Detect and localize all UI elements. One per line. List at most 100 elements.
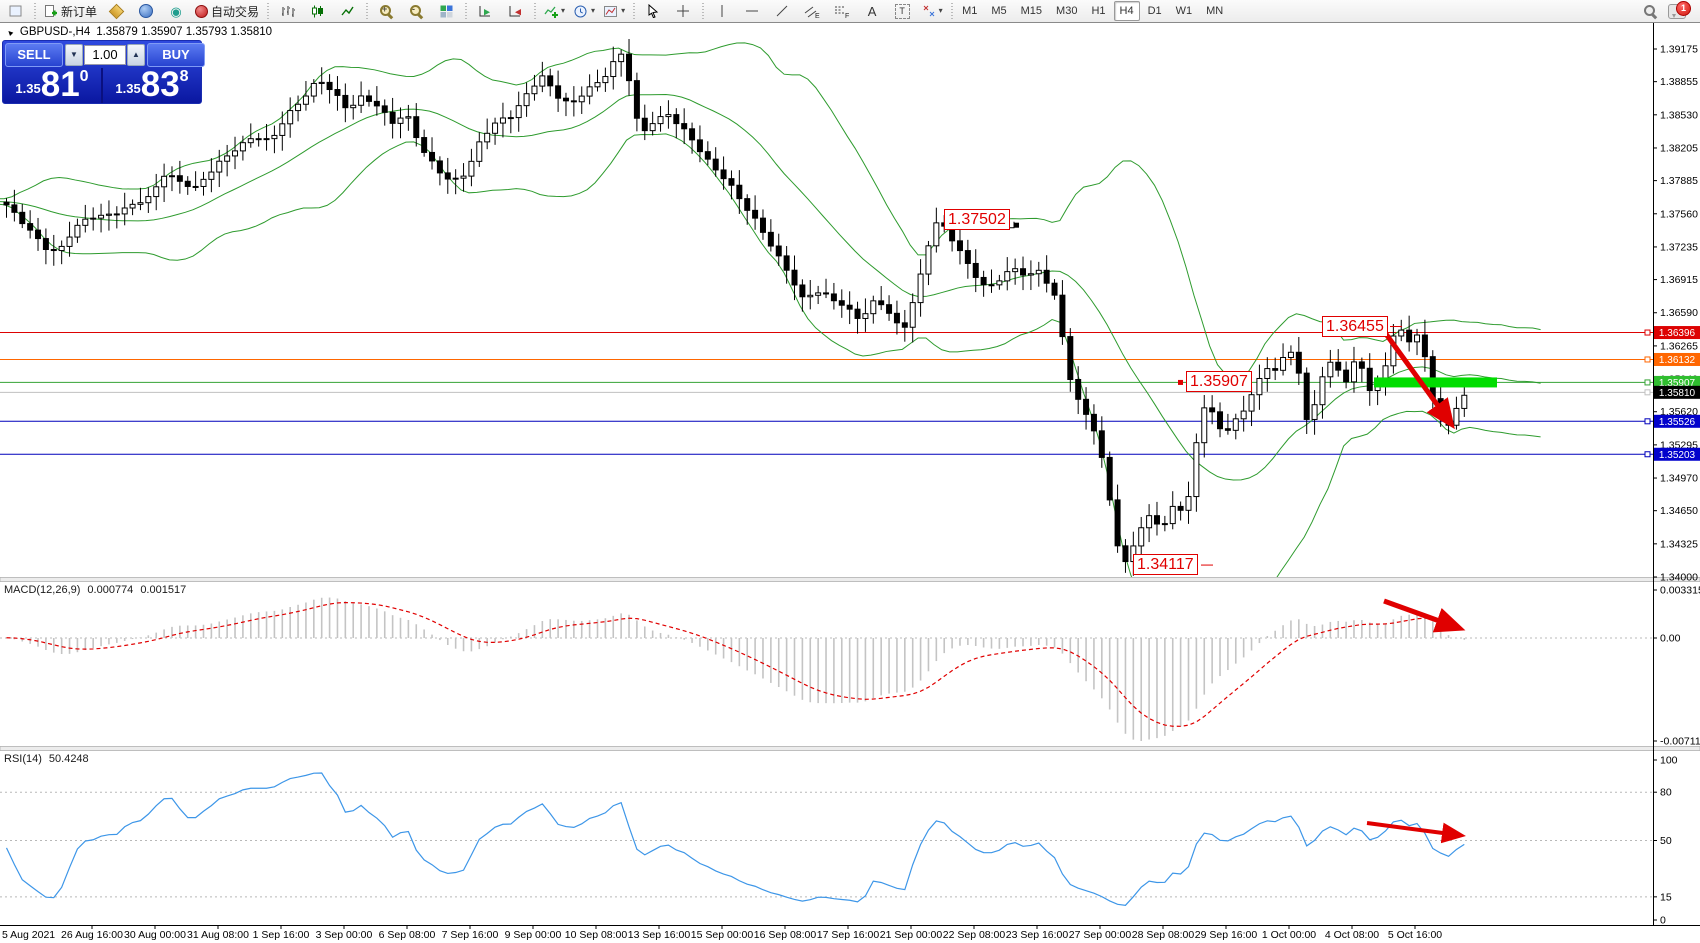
volume-input[interactable]: [84, 44, 126, 65]
line-handle[interactable]: [1644, 379, 1651, 386]
price-tag-value: 1.35810: [1659, 388, 1696, 399]
chart-shift-icon: [479, 5, 490, 16]
line-handle[interactable]: [1644, 389, 1651, 396]
highlight-green-bar[interactable]: [1374, 377, 1497, 388]
annotation-marker: [1178, 379, 1183, 385]
notifications-icon[interactable]: 1: [1668, 0, 1691, 19]
search-icon[interactable]: [1643, 4, 1658, 19]
bollinger-middle: [0, 94, 1541, 481]
chevron-down-icon: ▾: [561, 6, 566, 15]
sell-button[interactable]: SELL: [5, 42, 63, 67]
line-handle[interactable]: [1644, 329, 1651, 336]
rsi-axis-tick: 100: [1660, 755, 1678, 767]
sell-price[interactable]: 1.35 81 0: [3, 67, 103, 103]
metaeditor-icon: [108, 3, 124, 19]
zoom-out-icon: -: [409, 4, 424, 19]
price-annotation[interactable]: 1.34117: [1133, 554, 1198, 576]
time-axis-label: 30 Aug 00:00: [124, 929, 186, 941]
svg-text:E: E: [815, 13, 820, 19]
price-annotation[interactable]: 1.35907: [1186, 371, 1252, 393]
profile-button[interactable]: [131, 0, 161, 22]
periods-button[interactable]: ▾: [569, 0, 599, 22]
text-label-button[interactable]: T: [887, 0, 917, 22]
signals-icon: ◉: [170, 3, 182, 19]
timeframe-button-M30[interactable]: M30: [1056, 5, 1078, 17]
new-order-button[interactable]: 新订单: [39, 0, 101, 22]
anchor-icon: [1014, 222, 1019, 228]
indicators-button[interactable]: ▾: [539, 0, 569, 22]
tile-windows-button[interactable]: [431, 0, 461, 22]
channel-button[interactable]: E: [797, 0, 827, 22]
price-axis-tick: 1.36265: [1660, 340, 1698, 352]
shapes-button[interactable]: ▾: [917, 0, 947, 22]
templates-button[interactable]: ▾: [599, 0, 629, 22]
time-axis-label: 23 Sep 16:00: [1006, 929, 1069, 941]
time-axis-label: 28 Sep 08:00: [1132, 929, 1195, 941]
fibonacci-icon: F: [835, 6, 849, 19]
price-tag-value: 1.35526: [1659, 417, 1696, 428]
timeframe-button-H1[interactable]: H1: [1091, 5, 1106, 17]
buy-price[interactable]: 1.35 83 8: [115, 65, 189, 105]
volume-down-button[interactable]: ▼: [65, 43, 83, 66]
chevron-down-icon: ▾: [938, 6, 943, 15]
clipped-chart-icon[interactable]: [0, 2, 30, 20]
vertical-line-button[interactable]: [707, 0, 737, 22]
timeframe-button-H4[interactable]: H4: [1113, 1, 1140, 21]
zoom-out-button[interactable]: -: [401, 0, 431, 22]
pane-divider[interactable]: [0, 746, 1700, 751]
new-order-label: 新订单: [61, 4, 98, 19]
price-axis-tick: 1.34000: [1660, 572, 1698, 584]
timeframe-button-MN[interactable]: MN: [1206, 5, 1224, 17]
rsi-line: [5, 772, 1465, 906]
bar-chart-button[interactable]: [272, 0, 302, 22]
timeframe-button-M1[interactable]: M1: [962, 5, 978, 17]
timeframe-button-W1[interactable]: W1: [1175, 5, 1193, 17]
cursor-button[interactable]: [638, 0, 668, 22]
price-annotation[interactable]: 1.36455: [1322, 315, 1388, 337]
line-handle[interactable]: [1644, 356, 1651, 363]
crosshair-button[interactable]: [668, 0, 698, 22]
signals-button[interactable]: ◉: [161, 0, 191, 22]
line-chart-button[interactable]: [332, 0, 362, 22]
time-axis-label: 9 Sep 00:00: [505, 929, 562, 941]
time-axis-label: 29 Sep 16:00: [1195, 929, 1258, 941]
volume-spinner: ▼ ▲: [65, 43, 145, 66]
cursor-icon: [648, 4, 659, 18]
fibonacci-button[interactable]: F: [827, 0, 857, 22]
rsi-pane: [0, 772, 1653, 906]
price-annotation[interactable]: 1.37502: [944, 208, 1010, 230]
pane-divider[interactable]: [0, 577, 1700, 582]
clock-icon: [574, 5, 587, 17]
price-tag: [1654, 326, 1700, 340]
zoom-in-button[interactable]: +: [371, 0, 401, 22]
text-button[interactable]: A: [857, 0, 887, 22]
line-handle[interactable]: [1644, 451, 1651, 458]
trend-arrow[interactable]: [1383, 332, 1455, 430]
line-handle[interactable]: [1644, 418, 1651, 425]
trend-arrow[interactable]: [1366, 821, 1466, 844]
chevron-down-icon: ▾: [591, 6, 596, 15]
candlestick-chart-button[interactable]: [302, 0, 332, 22]
horizontal-line-button[interactable]: [737, 0, 767, 22]
auto-scroll-button[interactable]: [500, 0, 530, 22]
chart-shift-button[interactable]: [470, 0, 500, 22]
trendline-icon: [776, 5, 788, 17]
rsi-axis-tick: 80: [1660, 787, 1672, 799]
trend-arrow[interactable]: [1383, 598, 1466, 633]
timeframe-button-D1[interactable]: D1: [1147, 5, 1162, 17]
trendline-button[interactable]: [767, 0, 797, 22]
macd-label: MACD(12,26,9) 0.000774 0.001517: [4, 584, 187, 596]
price-axis-tick: 1.36590: [1660, 307, 1698, 319]
time-axis-label: 16 Sep 08:00: [754, 929, 817, 941]
autotrading-button[interactable]: 自动交易: [191, 0, 263, 22]
timeframe-button-M5[interactable]: M5: [991, 5, 1007, 17]
buy-button[interactable]: BUY: [147, 42, 205, 67]
price-tag-value: 1.36396: [1659, 328, 1696, 339]
timeframe-button-M15[interactable]: M15: [1020, 5, 1043, 17]
price-axis-tick: 1.38530: [1660, 109, 1698, 121]
shapes-icon: [923, 5, 934, 17]
volume-up-button[interactable]: ▲: [127, 43, 145, 66]
candlestick-chart-icon: [311, 5, 323, 17]
metaeditor-button[interactable]: [101, 0, 131, 22]
